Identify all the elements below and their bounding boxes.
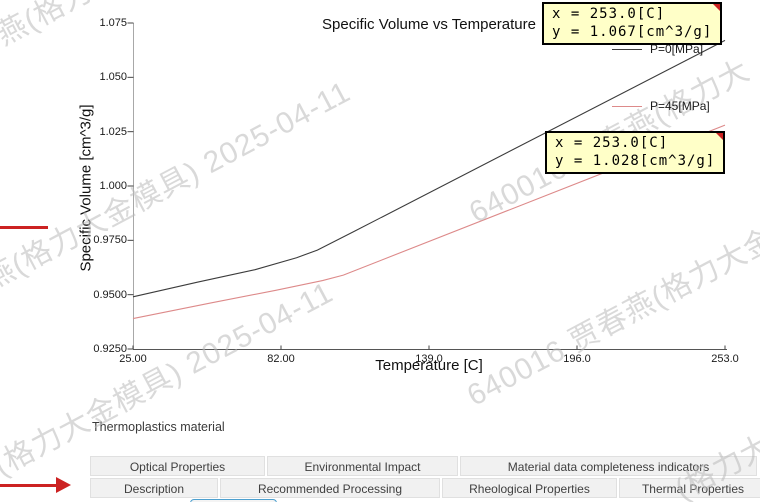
plot-area[interactable] (133, 23, 725, 349)
y-axis-label: Specific Volume [cm^3/g] (77, 104, 95, 272)
chart-title: Specific Volume vs Temperature (322, 16, 536, 33)
x-tick-label: 196.0 (563, 353, 591, 365)
tab-description[interactable]: Description (90, 478, 218, 498)
annotation-red-line (0, 226, 48, 229)
y-tick-label: 1.000 (99, 180, 127, 192)
legend-line-p0-icon (612, 48, 642, 50)
tab-optical-properties[interactable]: Optical Properties (90, 456, 265, 476)
y-tick-label: 0.9750 (93, 234, 127, 247)
probe-anchor-icon (716, 133, 724, 140)
x-tick-label: 25.00 (119, 353, 147, 365)
x-tick-label: 139.0 (415, 353, 443, 365)
tab-rheological-properties[interactable]: Rheological Properties (442, 478, 617, 498)
tab-row-1: Optical Properties Environmental Impact Ma… (90, 456, 757, 476)
legend-label-p0: P=0[MPa] (650, 42, 704, 56)
probe-p0-x-value: x = 253.0[C] (552, 6, 666, 22)
tab-row-2: Description Recommended Processing Rheolog… (90, 478, 760, 498)
y-tick-label: 0.9500 (93, 288, 127, 301)
y-tick-label: 1.075 (99, 17, 127, 29)
legend-label-p45: P=45[MPa] (650, 99, 710, 113)
probe-p45-y-value: y = 1.028[cm^3/g] (555, 153, 716, 169)
y-tick-label: 0.9250 (93, 343, 127, 355)
arrow-head (56, 477, 71, 493)
x-tick-label: 253.0 (711, 353, 739, 365)
y-tick-label: 1.025 (99, 125, 127, 138)
probe-readout-p0[interactable]: x = 253.0[C] y = 1.067[cm^3/g] (542, 2, 723, 45)
tab-material-data-completeness-indicators[interactable]: Material data completeness indicators (460, 456, 757, 476)
legend-line-p45-icon (612, 105, 642, 107)
probe-p45-x-value: x = 253.0[C] (555, 135, 669, 151)
selected-tab-partial[interactable] (190, 499, 277, 502)
probe-readout-p45[interactable]: x = 253.0[C] y = 1.028[cm^3/g] (545, 131, 726, 174)
tab-thermal-properties[interactable]: Thermal Properties (619, 478, 760, 498)
x-axis-label: Temperature [C] (375, 357, 483, 374)
x-tick-label: 82.00 (267, 353, 295, 365)
y-tick-label: 1.050 (99, 71, 127, 84)
tab-environmental-impact[interactable]: Environmental Impact (267, 456, 458, 476)
probe-anchor-icon (713, 4, 721, 11)
material-type-label: Thermoplastics material (92, 420, 225, 434)
legend-item-p0: P=0[MPa] (612, 42, 703, 56)
legend-item-p45: P=45[MPa] (612, 99, 710, 113)
tab-recommended-processing[interactable]: Recommended Processing (220, 478, 440, 498)
probe-p0-y-value: y = 1.067[cm^3/g] (552, 24, 713, 40)
arrow-shaft (0, 484, 58, 487)
series-curve-0 (132, 39, 726, 298)
series-curve-1 (132, 124, 726, 320)
